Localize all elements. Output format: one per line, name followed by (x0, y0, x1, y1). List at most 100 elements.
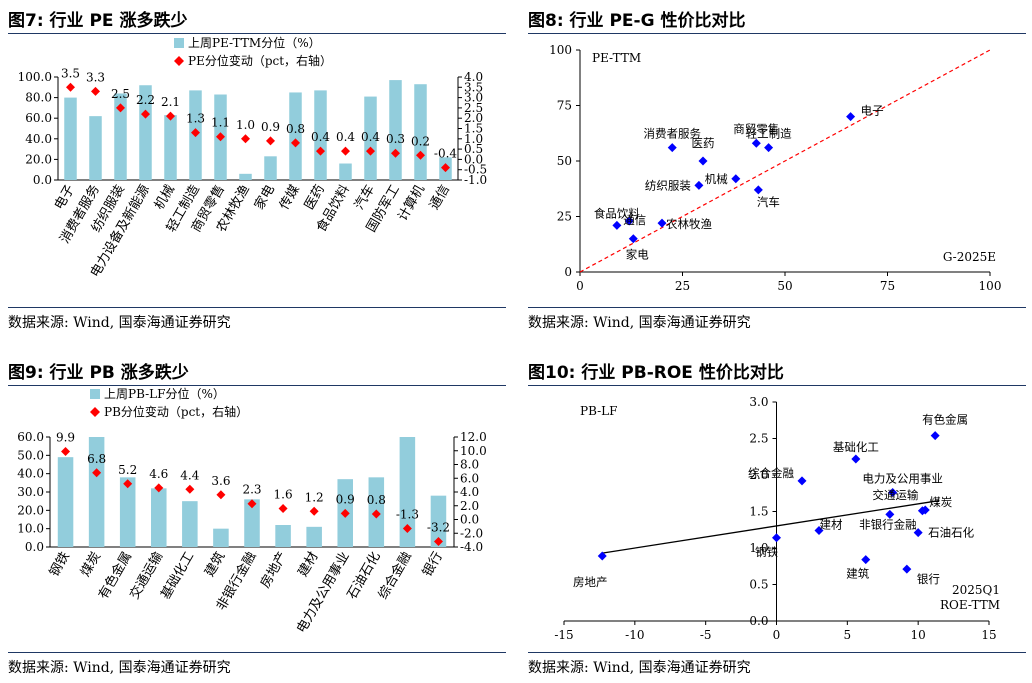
x-tick-label: 100 (979, 279, 1002, 293)
figure-9-title: 图9: 行业 PB 涨多跌少 (8, 363, 189, 383)
x-tick-label: 25 (675, 279, 690, 293)
scatter-point (751, 138, 761, 148)
data-label: 0.2 (411, 134, 430, 148)
scatter-point (694, 180, 704, 190)
left-tick-label: 40.0 (17, 467, 44, 481)
point-label: 通信 (623, 213, 646, 227)
figure-9-rule (8, 385, 506, 386)
right-tick-label: 2.0 (460, 499, 479, 513)
x-axis-title: G-2025E (943, 250, 996, 264)
data-label: 4.4 (180, 468, 199, 482)
category-label: 建筑 (202, 549, 229, 580)
left-tick-label: 100.0 (18, 70, 52, 84)
diamond-point (441, 163, 450, 173)
diamond-point (166, 111, 175, 121)
point-label: 医药 (692, 136, 715, 150)
point-label: 农林牧渔 (666, 217, 712, 231)
diamond-point (123, 479, 133, 489)
y-tick-label: 2.5 (749, 432, 768, 446)
data-label: 3.6 (211, 474, 230, 488)
figure-10-bottom-rule (528, 652, 1026, 653)
right-tick-label: -1.0 (464, 173, 487, 187)
point-label: 煤炭 (929, 495, 952, 509)
category-label: 建材 (296, 550, 322, 580)
data-label: 1.1 (211, 116, 230, 130)
figure-9-source: 数据来源: Wind, 国泰海通证券研究 (8, 660, 231, 676)
scatter-point (930, 431, 940, 441)
diamond-point (92, 468, 102, 478)
data-label: 3.3 (86, 70, 105, 84)
figure-8: 图8: 行业 PE-G 性价比对比 0 25 50 75 100 0 25 50 75 100 电子… (528, 0, 1028, 340)
data-label: 6.8 (87, 452, 106, 466)
bar (275, 525, 291, 547)
y-tick-label: 2.0 (749, 468, 768, 482)
scatter-point (861, 555, 871, 565)
x-tick-label: -15 (554, 628, 573, 642)
x-tick-label: 15 (981, 628, 996, 642)
left-tick-label: 20.0 (17, 503, 44, 517)
diamond-point (91, 86, 100, 96)
figure-9-bottom-rule (8, 652, 506, 653)
data-label: 2.1 (161, 95, 180, 109)
scatter-point (797, 476, 807, 486)
data-label: 0.8 (367, 493, 386, 507)
x-tick-label: -10 (625, 628, 644, 642)
bar (64, 97, 77, 180)
scatter-point (612, 220, 622, 230)
x-tick-label: 75 (880, 279, 895, 293)
left-tick-label: 0.0 (25, 540, 44, 554)
bar (389, 80, 402, 180)
diagonal-reference-line (579, 49, 991, 273)
data-label: 0.8 (286, 122, 305, 136)
data-label: -3.2 (427, 521, 450, 535)
point-label: 汽车 (757, 195, 780, 209)
y-tick-label: 100 (549, 43, 572, 57)
right-tick-label: 4.0 (464, 70, 483, 84)
data-label: 1.0 (236, 118, 255, 132)
point-label: 建材 (820, 517, 843, 531)
bar (264, 156, 277, 180)
left-tick-label: 0.0 (33, 173, 52, 187)
scatter-point (917, 506, 927, 516)
diamond-point (416, 150, 425, 160)
point-label: 有色金属 (922, 413, 968, 427)
right-tick-label: 1.0 (464, 132, 483, 146)
y-tick-label: 25 (557, 210, 572, 224)
left-tick-label: 10.0 (17, 522, 44, 536)
y-tick-label: 50 (557, 154, 572, 168)
scatter-point (764, 143, 774, 153)
right-tick-label: 4.0 (460, 485, 479, 499)
data-label: 3.5 (61, 66, 80, 80)
right-tick-label: 0.0 (464, 152, 483, 166)
figure-10-chart: 0.0 0.5 1.0 1.5 2.0 2.5 3.0 -15 -10 -5 0 5 10 15 有色金属基… (554, 395, 1000, 642)
right-tick-label: 8.0 (460, 458, 479, 472)
x-tick-label: 0 (576, 279, 584, 293)
bar (314, 90, 327, 180)
scatter-point (753, 185, 763, 195)
data-label: 2.2 (136, 93, 155, 107)
bar (430, 495, 447, 547)
scatter-point (902, 564, 912, 574)
category-label: 家电 (251, 182, 278, 213)
data-label: 0.4 (336, 130, 355, 144)
legend-bar-label: 上周PE-TTM分位（%） (188, 35, 321, 50)
diamond-point (291, 138, 300, 148)
category-label: 煤炭 (78, 550, 104, 580)
diamond-point (61, 446, 71, 456)
point-label: 非银行金融 (859, 517, 917, 531)
bar (182, 501, 198, 547)
right-tick-label: 0.0 (460, 513, 479, 527)
figure-8-bottom-rule (528, 307, 1026, 308)
right-tick-label: -4.0 (460, 540, 483, 554)
legend-diamond-swatch (174, 56, 184, 66)
point-label: 建筑 (846, 567, 869, 581)
right-tick-label: 2.0 (464, 111, 483, 125)
bar (239, 173, 252, 180)
figure-9: 图9: 行业 PB 涨多跌少 上周PB-LF分位（%） PB分位变动（pct，右轴… (8, 352, 508, 683)
y-tick-label: 0.5 (749, 578, 768, 592)
legend-bar-swatch (174, 38, 184, 48)
x-tick-label: 10 (911, 628, 926, 642)
figure-10-title: 图10: 行业 PB-ROE 性价比对比 (528, 363, 784, 383)
data-label: 9.9 (56, 430, 75, 444)
legend-diamond-label: PB分位变动（pct，右轴） (104, 404, 248, 419)
